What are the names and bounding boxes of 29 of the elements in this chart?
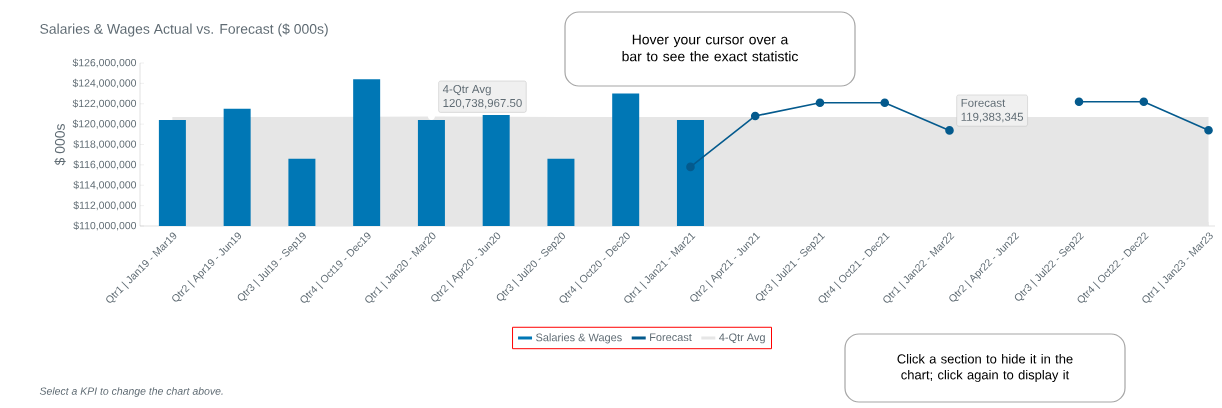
- y-tick-label: $114,000,000: [73, 180, 137, 190]
- y-axis-title: $ 000s: [54, 124, 66, 166]
- point: [1139, 97, 1149, 107]
- point: [750, 111, 760, 121]
- legend-label: Forecast: [650, 333, 692, 342]
- text: Forecast: [961, 98, 1006, 107]
- y-tick-label: $120,000,000: [72, 119, 137, 129]
- point: [1074, 97, 1084, 107]
- chart-title: Salaries & Wages Actual vs. Forecast ($ 000s): [40, 23, 328, 37]
- y-tick-label: $112,000,000: [73, 201, 137, 211]
- point: [945, 126, 954, 135]
- y-tick-label: $124,000,000: [72, 78, 137, 88]
- point: [815, 98, 825, 108]
- legend-label: Salaries & Wages: [536, 333, 622, 344]
- data-label: 120,738,967.50: [443, 98, 522, 109]
- y-tick-label: $122,000,000: [72, 99, 137, 109]
- y-tick-label: $118,000,000: [73, 139, 137, 150]
- y-tick-label: $126,000,000: [72, 58, 137, 68]
- text: Hover your cursor over a bar to see the exact statistic: [622, 34, 798, 62]
- point: [686, 162, 695, 172]
- point: [880, 98, 890, 108]
- text: Select a KPI to change the chart above.: [39, 387, 223, 397]
- y-tick-label: $116,000,000: [73, 160, 137, 170]
- text: Click a section to hide it in the chart; click again to display it: [897, 353, 1073, 383]
- legend-label: 4-Qtr Avg: [719, 333, 765, 344]
- y-tick-label: $110,000,000: [73, 221, 137, 231]
- point: [1204, 125, 1213, 135]
- text: 4-Qtr Avg: [442, 84, 491, 96]
- data-label: 119,383,345: [961, 112, 1024, 123]
